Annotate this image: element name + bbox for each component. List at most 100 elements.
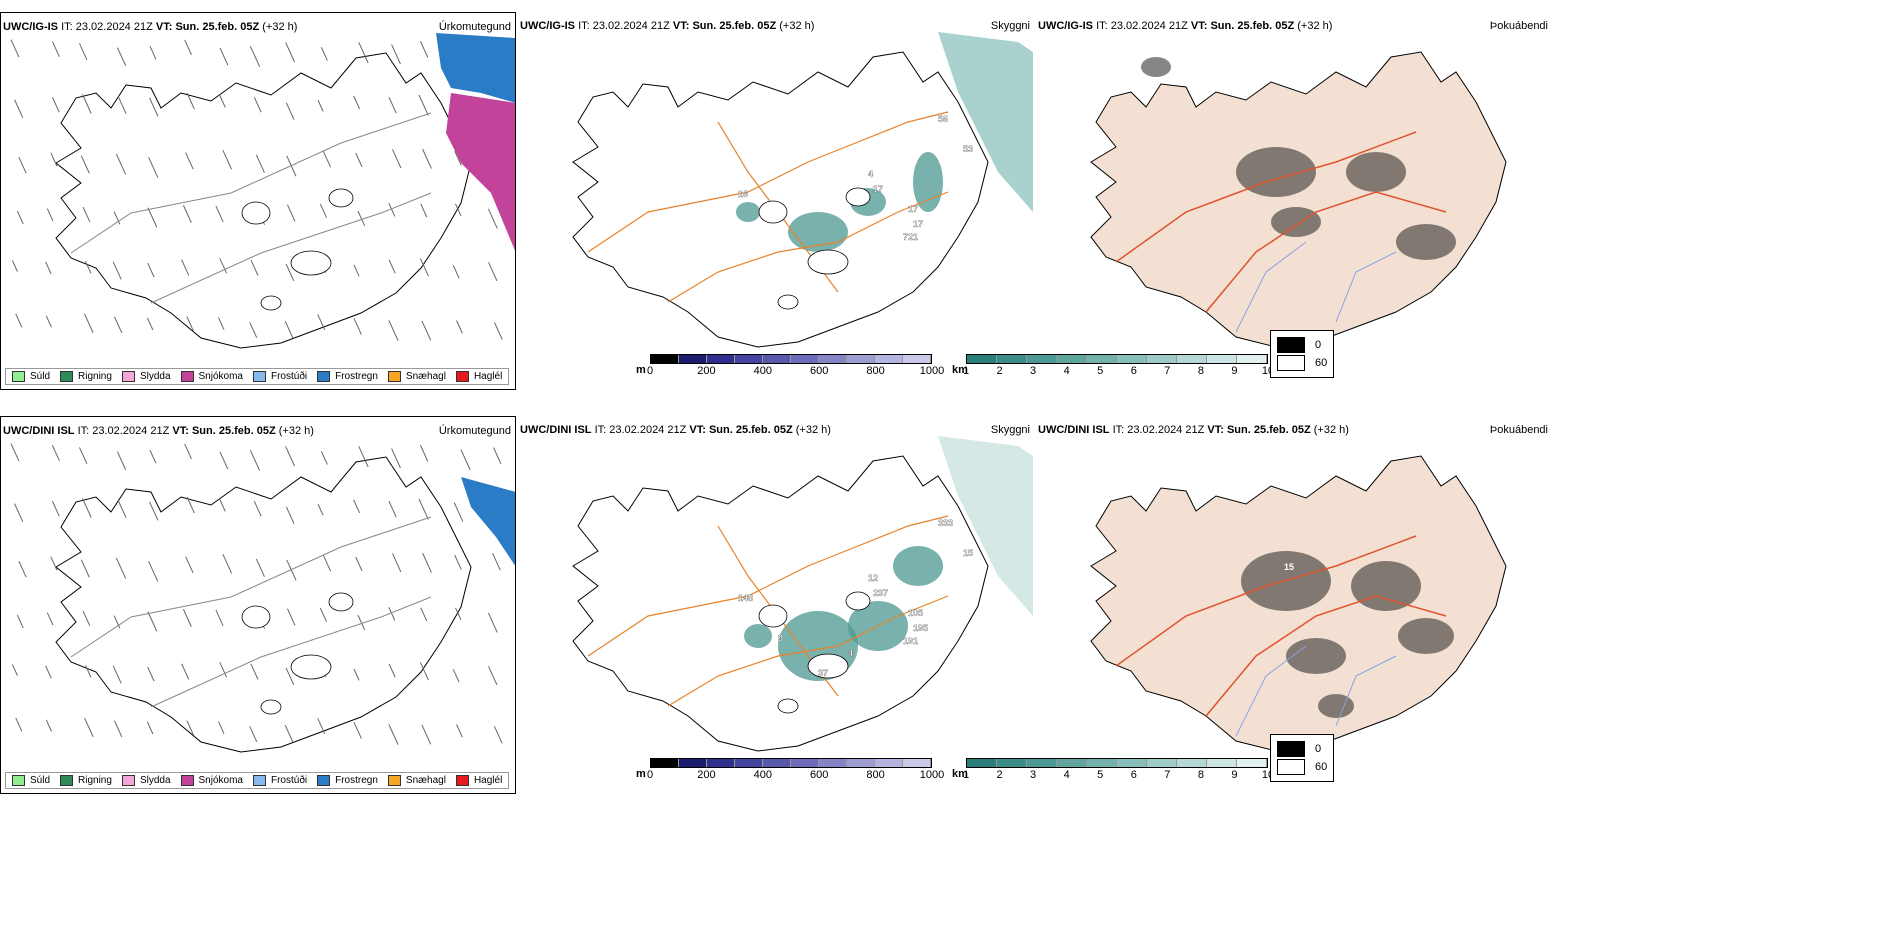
low-visibility-patch bbox=[744, 624, 772, 648]
colorbar-segment bbox=[967, 759, 997, 767]
panel-variable-name: Úrkomutegund bbox=[438, 21, 511, 33]
wind-barb bbox=[218, 498, 226, 512]
glacier-outline bbox=[807, 653, 849, 679]
sea-low-visibility bbox=[938, 436, 1033, 616]
legend-item: Snjókoma bbox=[180, 775, 243, 786]
wind-barb bbox=[493, 447, 502, 464]
wind-barb bbox=[185, 556, 194, 574]
low-visibility-patch bbox=[788, 212, 848, 252]
it-label: IT: bbox=[1112, 424, 1125, 436]
wind-barb bbox=[147, 611, 158, 632]
wind-barb bbox=[353, 318, 362, 335]
wind-barb bbox=[317, 100, 324, 112]
map-canvas bbox=[10, 443, 515, 753]
precip-type-panel: UWC/IG-IS IT: 23.02.2024 21Z VT: Sun. 25… bbox=[0, 12, 516, 390]
wind-barb bbox=[186, 92, 195, 110]
fog-patch bbox=[1286, 638, 1346, 674]
glacier-outline bbox=[241, 605, 271, 629]
wind-barb bbox=[15, 313, 23, 328]
fog-patch bbox=[1398, 618, 1454, 654]
legend-label: Snjókoma bbox=[198, 775, 243, 786]
wind-barb bbox=[181, 259, 190, 276]
wind-barb bbox=[249, 449, 261, 471]
wind-barb bbox=[79, 43, 88, 60]
wind-barb bbox=[419, 662, 429, 681]
road-network bbox=[70, 112, 432, 304]
wind-barb bbox=[18, 156, 27, 174]
wind-barb bbox=[11, 260, 18, 272]
fog-patch bbox=[1346, 152, 1406, 192]
wind-barb bbox=[418, 94, 429, 116]
wind-barb bbox=[422, 148, 432, 169]
wind-barb bbox=[358, 42, 369, 64]
precip-type-legend: Súld Rigning Slydda Snjókoma Frostúði Frostre… bbox=[5, 368, 510, 385]
legend-label: Súld bbox=[30, 371, 51, 382]
glacier-outline bbox=[290, 654, 332, 680]
panel-variable-name: Skyggni bbox=[990, 20, 1030, 32]
wind-barb bbox=[79, 447, 88, 464]
wind-barb bbox=[51, 41, 60, 58]
legend-label: Slydda bbox=[139, 371, 171, 382]
wind-barb bbox=[147, 666, 155, 682]
map-layer bbox=[572, 436, 1033, 752]
fog-value-label: 15 bbox=[1284, 562, 1294, 572]
coastline bbox=[55, 456, 472, 753]
wind-barb bbox=[117, 451, 127, 470]
legend-swatch bbox=[387, 775, 401, 786]
fog-legend-row: 60 bbox=[1277, 355, 1327, 371]
colorbar-tick-label: 0 bbox=[646, 769, 654, 781]
colorbar-segment bbox=[875, 355, 903, 363]
wind-barb bbox=[249, 726, 258, 743]
legend-label: Frostregn bbox=[335, 775, 378, 786]
fog-index-legend: 0 60 bbox=[1270, 734, 1335, 782]
wind-barb bbox=[112, 665, 122, 684]
wind-barb bbox=[353, 499, 361, 514]
wind-barb bbox=[487, 208, 498, 229]
legend-swatch bbox=[317, 775, 331, 786]
legend-label: Súld bbox=[30, 775, 51, 786]
legend-item: Slydda bbox=[121, 371, 171, 382]
colorbar-tick-label: 200 bbox=[697, 769, 716, 781]
glacier-outline bbox=[758, 200, 788, 224]
low-visibility-patch bbox=[736, 202, 760, 222]
panel-variable-name: Þokuábendi bbox=[1489, 20, 1548, 32]
wind-barb bbox=[388, 724, 399, 745]
wind-barb bbox=[46, 612, 54, 626]
wind-barb bbox=[358, 446, 369, 468]
wind-barb bbox=[219, 258, 228, 274]
precip-type-legend: Súld Rigning Slydda Snjókoma Frostúði Frostre… bbox=[5, 772, 510, 789]
visibility-value-label: 148 bbox=[738, 593, 753, 603]
fog-patch bbox=[1396, 224, 1456, 260]
wind-barb bbox=[388, 202, 396, 217]
fog-patch bbox=[1236, 147, 1316, 197]
visibility-value-label: 721 bbox=[903, 232, 918, 242]
vt-value: Sun. 25.feb. 05Z bbox=[191, 425, 276, 437]
wind-barb bbox=[82, 610, 91, 626]
panel-variable-name: Úrkomutegund bbox=[438, 425, 511, 437]
wind-barb bbox=[148, 561, 159, 582]
vt-label: VT: bbox=[155, 21, 173, 33]
wind-barb bbox=[454, 150, 462, 166]
it-label: IT: bbox=[578, 20, 590, 32]
wind-barb bbox=[50, 556, 58, 571]
wind-barb bbox=[286, 155, 297, 177]
map-layer bbox=[10, 443, 515, 753]
legend-item: Snæhagl bbox=[387, 371, 446, 382]
visibility-panel: 56 53 16 17 17 17 721 4 UWC/IG-IS IT: 23.02.2024… bbox=[518, 12, 1034, 390]
wind-barb bbox=[319, 203, 327, 218]
map-canvas: 56 53 16 17 17 17 721 4 bbox=[572, 32, 1033, 348]
vt-value: Sun. 25.feb. 05Z bbox=[692, 20, 777, 32]
wind-barb bbox=[285, 506, 295, 524]
wind-barb bbox=[185, 152, 194, 170]
legend-swatch bbox=[60, 371, 74, 382]
fog-index-legend: 0 60 bbox=[1270, 330, 1335, 378]
wind-barb bbox=[16, 210, 24, 225]
wind-barb bbox=[493, 726, 503, 744]
colorbar-segment bbox=[1087, 759, 1117, 767]
wind-barb bbox=[421, 320, 432, 341]
fog-patch bbox=[1141, 57, 1171, 77]
colorbar-segment bbox=[997, 759, 1027, 767]
fog-legend-row: 60 bbox=[1277, 759, 1327, 775]
colorbar-track bbox=[650, 354, 932, 364]
wind-barb bbox=[182, 609, 192, 627]
